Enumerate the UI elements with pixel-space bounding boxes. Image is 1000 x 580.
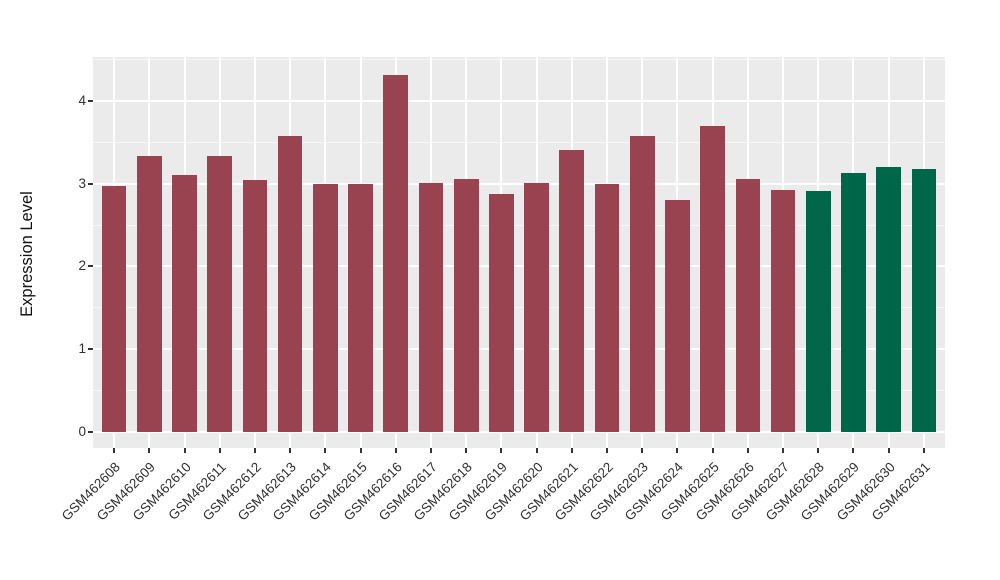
bar bbox=[207, 156, 233, 432]
bar bbox=[418, 182, 444, 432]
x-tick-mark bbox=[782, 448, 785, 453]
bar bbox=[242, 180, 268, 432]
y-tick-label: 2 bbox=[78, 258, 86, 274]
bar bbox=[735, 179, 761, 432]
bar bbox=[876, 167, 901, 432]
bar bbox=[172, 174, 197, 432]
bar bbox=[700, 126, 725, 432]
x-tick-mark bbox=[324, 448, 327, 453]
x-tick-mark bbox=[500, 448, 503, 453]
x-tick-mark bbox=[535, 448, 538, 453]
bar bbox=[453, 179, 479, 432]
bar bbox=[629, 136, 655, 432]
y-tick-label: 0 bbox=[78, 424, 86, 439]
bar bbox=[277, 136, 303, 432]
gridline-major bbox=[93, 265, 945, 268]
bar bbox=[524, 182, 549, 432]
bar bbox=[841, 172, 866, 432]
gridline-major bbox=[93, 348, 945, 351]
bar bbox=[101, 186, 127, 432]
plot-panel bbox=[93, 57, 945, 448]
bar bbox=[348, 183, 373, 432]
bar bbox=[489, 193, 514, 432]
x-tick-mark bbox=[570, 448, 573, 453]
bar bbox=[665, 200, 690, 432]
bar bbox=[594, 183, 620, 432]
gridline-major bbox=[93, 182, 945, 185]
y-tick-mark bbox=[88, 431, 93, 433]
x-tick-mark bbox=[465, 448, 468, 453]
y-tick-label: 4 bbox=[78, 92, 86, 108]
x-tick-mark bbox=[359, 448, 362, 453]
x-tick-mark bbox=[746, 448, 749, 453]
y-tick-mark bbox=[88, 99, 93, 102]
gridline-minor bbox=[93, 390, 945, 392]
x-tick-mark bbox=[289, 448, 292, 453]
y-tick-label: 1 bbox=[78, 341, 86, 357]
gridline-minor bbox=[93, 307, 945, 309]
x-tick-mark bbox=[606, 448, 609, 453]
y-tick-mark bbox=[88, 182, 93, 185]
x-tick-mark bbox=[113, 448, 116, 453]
gridline-major bbox=[93, 99, 945, 102]
x-tick-mark bbox=[676, 448, 679, 453]
bar bbox=[911, 168, 937, 432]
gridline-major bbox=[93, 431, 945, 433]
x-tick-mark bbox=[817, 448, 820, 453]
y-tick-mark bbox=[88, 265, 93, 268]
gridline-minor bbox=[93, 224, 945, 226]
bar bbox=[137, 156, 162, 432]
x-tick-mark bbox=[148, 448, 151, 453]
bar bbox=[559, 149, 585, 432]
bar bbox=[383, 75, 409, 432]
bar bbox=[770, 190, 796, 432]
x-tick-mark bbox=[641, 448, 644, 453]
x-tick-mark bbox=[253, 448, 256, 453]
x-tick-mark bbox=[394, 448, 397, 453]
y-tick-label: 3 bbox=[78, 175, 86, 191]
bar bbox=[313, 184, 338, 432]
x-tick-mark bbox=[922, 448, 925, 453]
y-tick-mark bbox=[88, 348, 93, 351]
gridline-minor bbox=[93, 58, 945, 60]
gridline-minor bbox=[93, 141, 945, 143]
bar bbox=[805, 191, 831, 432]
x-tick-mark bbox=[218, 448, 221, 453]
y-axis-title: Expression Level bbox=[18, 191, 36, 317]
x-tick-mark bbox=[711, 448, 714, 453]
x-tick-mark bbox=[183, 448, 186, 453]
x-tick-mark bbox=[887, 448, 890, 453]
x-tick-mark bbox=[429, 448, 432, 453]
x-tick-mark bbox=[852, 448, 855, 453]
